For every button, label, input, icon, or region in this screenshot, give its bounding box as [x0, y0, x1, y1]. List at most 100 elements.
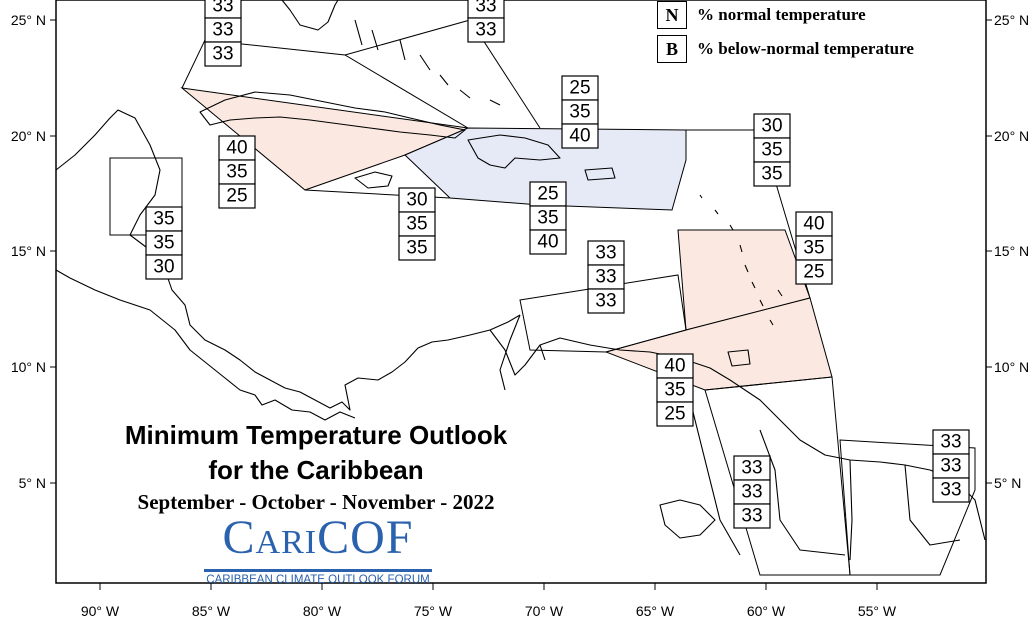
map-title-line-1: Minimum Temperature Outlook [124, 420, 508, 450]
caricof-logo-wordmark: CARICOF [222, 511, 414, 564]
prob-value: 40 [803, 214, 824, 235]
prob-value: 33 [595, 291, 616, 312]
prob-value: 25 [226, 186, 247, 207]
legend-label-below-normal: % below-normal temperature [697, 39, 914, 58]
prob-value: 33 [940, 432, 961, 453]
prob-value: 35 [761, 164, 782, 185]
region-hispaniola-puerto-rico [404, 127, 687, 211]
prob-value: 35 [153, 209, 174, 230]
south-america-coast [489, 329, 986, 541]
jamaica-coast [354, 171, 393, 189]
prob-value: 33 [741, 506, 762, 527]
prob-value: 35 [406, 238, 427, 259]
prob-value: 33 [741, 482, 762, 503]
prob-value: 40 [226, 138, 247, 159]
prob-box-leeward-north: 30 35 35 [753, 113, 791, 187]
prob-box-belize: 35 35 30 [145, 206, 183, 280]
florida-coast [281, 0, 339, 31]
legend-key-normal: N [657, 1, 687, 29]
prob-value: 25 [664, 404, 685, 425]
probability-boxes: 33 33 33 33 33 25 35 40 30 35 35 40 35 2… [145, 0, 970, 529]
prob-value: 35 [803, 238, 824, 259]
prob-value: 35 [569, 102, 590, 123]
x-tick-label: 90° W [81, 603, 120, 619]
legend-key-below-normal: B [657, 35, 687, 63]
x-axis-labels: 90° W 85° W 80° W 75° W 70° W 65° W 60° … [81, 603, 897, 619]
prob-box-hispaniola: 25 35 40 [529, 181, 567, 255]
legend-normal: N % normal temperature [657, 1, 866, 29]
prob-value: 30 [406, 190, 427, 211]
region-guyana-outline [704, 376, 851, 576]
prob-value: 33 [741, 458, 762, 479]
prob-box-puerto-rico: 25 35 40 [561, 75, 599, 149]
y-tick-label: 5° N [19, 475, 46, 491]
prob-value: 25 [537, 184, 558, 205]
prob-box-cuba: 40 35 25 [218, 135, 256, 209]
region-bahamas-outline [181, 39, 469, 129]
prob-value: 40 [569, 126, 590, 147]
prob-value: 35 [226, 162, 247, 183]
prob-value: 33 [212, 0, 233, 17]
prob-value: 40 [537, 232, 558, 253]
inland-borders [499, 314, 961, 561]
y-tick-label: 15° N [11, 243, 46, 259]
x-tick-label: 65° W [636, 603, 675, 619]
prob-box-bahamas-west: 33 33 33 [204, 0, 242, 67]
prob-value: 33 [595, 267, 616, 288]
prob-box-bahamas-east: 33 33 [467, 0, 505, 43]
prob-value: 35 [153, 233, 174, 254]
prob-box-trinidad: 40 35 25 [656, 353, 694, 427]
prob-value: 25 [803, 262, 824, 283]
inland-lake [659, 499, 716, 539]
prob-value: 30 [153, 257, 174, 278]
x-tick-label: 75° W [414, 603, 453, 619]
map-frame [55, 0, 987, 584]
puerto-rico-coast [584, 167, 616, 181]
x-tick-label: 55° W [858, 603, 897, 619]
lesser-antilles-islands [699, 194, 783, 326]
prob-value: 35 [761, 140, 782, 161]
y-tick-label: 10° N [994, 359, 1029, 375]
trinidad-coast [727, 349, 751, 367]
prob-value: 30 [761, 116, 782, 137]
coastlines [55, 0, 986, 561]
central-america-south-coast [55, 269, 356, 421]
y-tick-label: 15° N [994, 243, 1029, 259]
x-tick-label: 85° W [192, 603, 231, 619]
prob-value: 33 [475, 20, 496, 41]
legend-below-normal: B % below-normal temperature [657, 35, 914, 63]
y-tick-label: 20° N [11, 128, 46, 144]
hispaniola-coast [467, 134, 561, 169]
forecast-period: September - October - November - 2022 [137, 490, 495, 514]
x-tick-label: 80° W [303, 603, 342, 619]
legend-label-normal: % normal temperature [697, 5, 866, 24]
x-tick-label: 60° W [747, 603, 786, 619]
prob-value: 35 [537, 208, 558, 229]
caricof-logo: CARICOF CARIBBEAN CLIMATE OUTLOOK FORUM [200, 512, 436, 586]
prob-box-suriname: 33 33 33 [932, 429, 970, 503]
prob-value: 33 [595, 243, 616, 264]
prob-value: 33 [475, 0, 496, 17]
y-axis-labels-right: 25° N 20° N 15° N 10° N 5° N [994, 12, 1029, 491]
prob-value: 33 [940, 456, 961, 477]
prob-box-lesser-antilles: 40 35 25 [795, 211, 833, 285]
region-abc-outline [519, 274, 687, 353]
prob-value: 35 [664, 380, 685, 401]
prob-value: 33 [940, 480, 961, 501]
prob-box-abc-islands: 33 33 33 [587, 240, 625, 314]
prob-box-jamaica: 30 35 35 [398, 187, 436, 261]
prob-value: 40 [664, 356, 685, 377]
bahamas-islands [354, 19, 501, 106]
y-tick-label: 5° N [994, 475, 1021, 491]
prob-value: 33 [212, 44, 233, 65]
central-america-north-coast [55, 109, 521, 411]
y-axis-labels-left: 25° N 20° N 15° N 10° N 5° N [11, 12, 46, 491]
y-tick-label: 25° N [994, 12, 1029, 28]
caricof-logo-rule [204, 569, 432, 572]
prob-value: 25 [569, 78, 590, 99]
cuba-coast [199, 91, 466, 139]
y-tick-label: 10° N [11, 359, 46, 375]
prob-value: 35 [406, 214, 427, 235]
y-tick-label: 20° N [994, 128, 1029, 144]
